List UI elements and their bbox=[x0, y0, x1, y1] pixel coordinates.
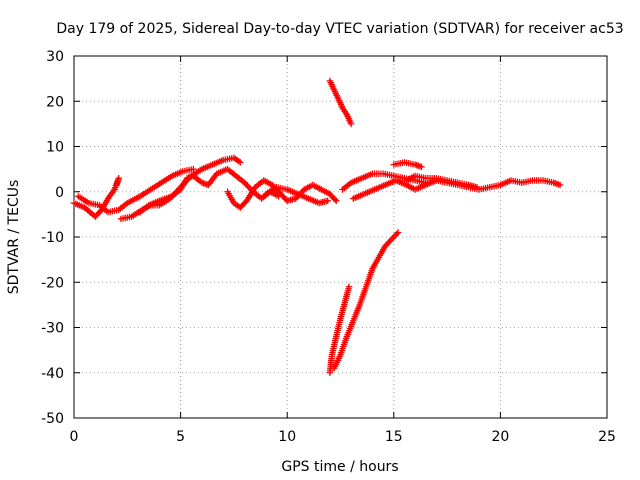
data-point bbox=[345, 283, 353, 290]
y-tick-label: -30 bbox=[41, 321, 64, 337]
data-point bbox=[190, 165, 197, 173]
y-tick-label: 30 bbox=[46, 49, 64, 65]
x-tick-label: 0 bbox=[70, 429, 79, 445]
chart-title: Day 179 of 2025, Sidereal Day-to-day VTE… bbox=[56, 21, 623, 37]
y-tick-label: -40 bbox=[41, 366, 64, 382]
data-series-arc-7 bbox=[326, 77, 355, 128]
data-series-arc-10 bbox=[339, 170, 429, 193]
data-point bbox=[324, 197, 331, 204]
axis-ticks bbox=[73, 55, 608, 419]
x-tick-label: 5 bbox=[176, 429, 185, 445]
x-tick-label: 25 bbox=[598, 429, 616, 445]
y-tick-label: -10 bbox=[41, 230, 64, 246]
data-series-arc-2 bbox=[75, 165, 197, 216]
data-series-arc-4 bbox=[136, 165, 282, 216]
y-tick-label: 0 bbox=[55, 185, 64, 201]
data-point bbox=[237, 159, 244, 166]
data-series-arc-1 bbox=[70, 174, 122, 220]
y-axis-tick-labels: -50 -40 -30 -20 -10 0 10 20 30 bbox=[41, 49, 64, 427]
x-tick-label: 15 bbox=[385, 429, 403, 445]
y-tick-label: 10 bbox=[46, 140, 64, 156]
y-tick-label: 20 bbox=[46, 94, 64, 110]
data-point bbox=[333, 197, 340, 204]
data-series-arc-13 bbox=[403, 172, 481, 191]
x-tick-label: 10 bbox=[278, 429, 296, 445]
x-axis-label: GPS time / hours bbox=[281, 459, 398, 475]
data-point bbox=[331, 196, 339, 203]
y-axis-label: SDTVAR / TECUs bbox=[6, 180, 22, 295]
x-tick-label: 20 bbox=[491, 429, 509, 445]
data-point bbox=[418, 163, 425, 171]
y-tick-label: -50 bbox=[41, 411, 64, 427]
data-series-arc-6 bbox=[262, 184, 331, 207]
data-point bbox=[394, 229, 402, 236]
data-series-arc-12 bbox=[390, 159, 425, 171]
data-series bbox=[70, 77, 564, 376]
y-tick-label: -20 bbox=[41, 275, 64, 291]
data-point bbox=[113, 181, 120, 189]
x-axis-tick-labels: 0 5 10 15 20 25 bbox=[70, 429, 616, 445]
data-series-arc-5 bbox=[224, 177, 340, 211]
grid bbox=[74, 56, 607, 418]
data-series-arc-9 bbox=[330, 229, 402, 372]
data-point bbox=[347, 120, 355, 128]
data-point bbox=[556, 181, 564, 189]
data-point bbox=[473, 184, 481, 191]
